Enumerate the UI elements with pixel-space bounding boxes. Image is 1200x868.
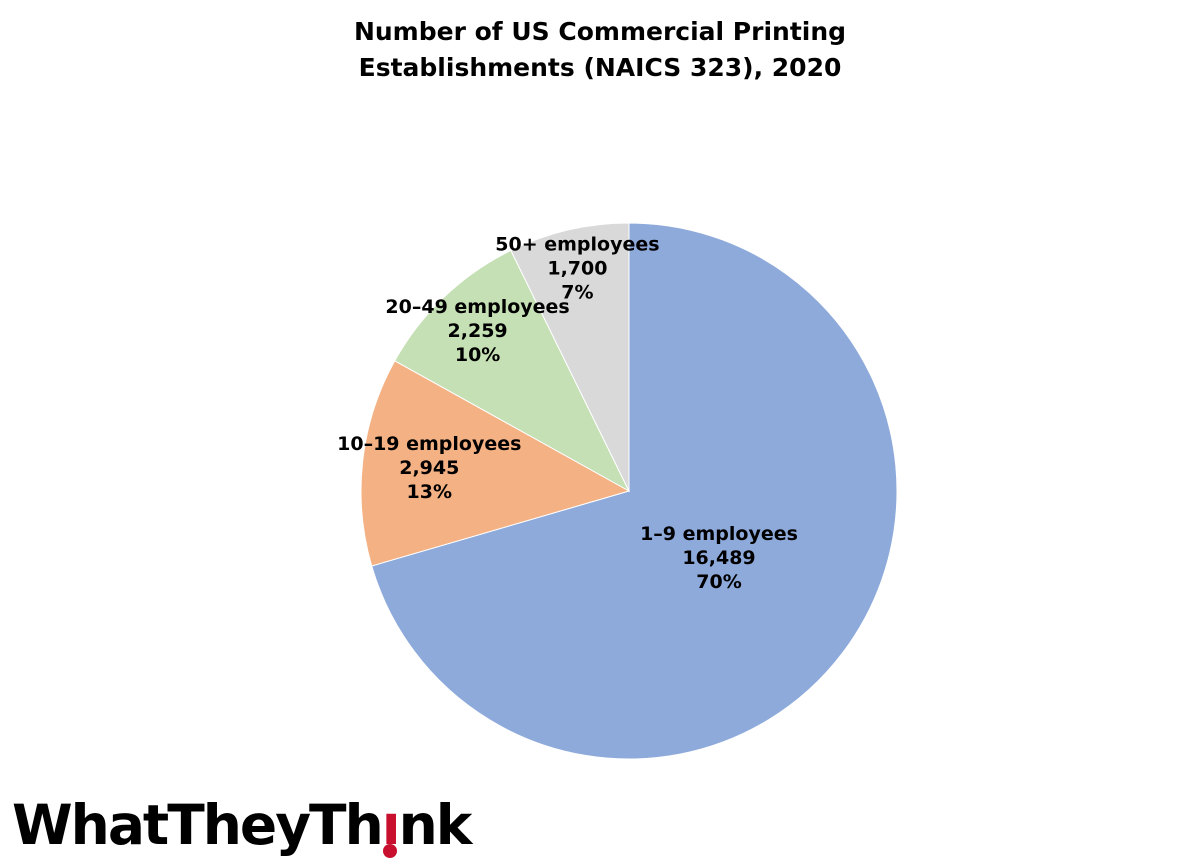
slice-category-label: 10–19 employees	[337, 433, 521, 455]
slice-value-label: 1,700	[547, 258, 607, 280]
chart-title: Number of US Commercial Printing Establi…	[0, 14, 1200, 86]
chart-title-line-1: Number of US Commercial Printing	[353, 17, 847, 46]
pie-slice-1-9-employees	[371, 222, 898, 760]
chart-title-line-2: Establishments (NAICS 323), 2020	[358, 53, 842, 82]
logo-text-end: nk	[398, 793, 473, 857]
slice-category-label: 1–9 employees	[640, 523, 798, 545]
slice-percent-label: 70%	[696, 571, 741, 593]
slice-category-label: 50+ employees	[495, 234, 659, 256]
slice-category-label: 20–49 employees	[385, 296, 569, 318]
pie-slice-20-49-employees	[394, 249, 631, 493]
slice-value-label: 2,945	[399, 457, 459, 479]
slice-percent-label: 10%	[455, 344, 500, 366]
exclamation-icon: ı	[381, 793, 401, 858]
whattheythink-logo: WhatTheyThı nk	[12, 790, 473, 860]
logo-text-start: WhatTheyTh	[12, 793, 384, 857]
slice-value-label: 2,259	[448, 320, 508, 342]
slice-value-label: 16,489	[682, 547, 755, 569]
pie-slice-10-19-employees	[360, 360, 631, 567]
slice-percent-label: 13%	[407, 481, 452, 503]
slice-percent-label: 7%	[561, 282, 593, 304]
pie-slice-50-employees	[510, 222, 630, 492]
